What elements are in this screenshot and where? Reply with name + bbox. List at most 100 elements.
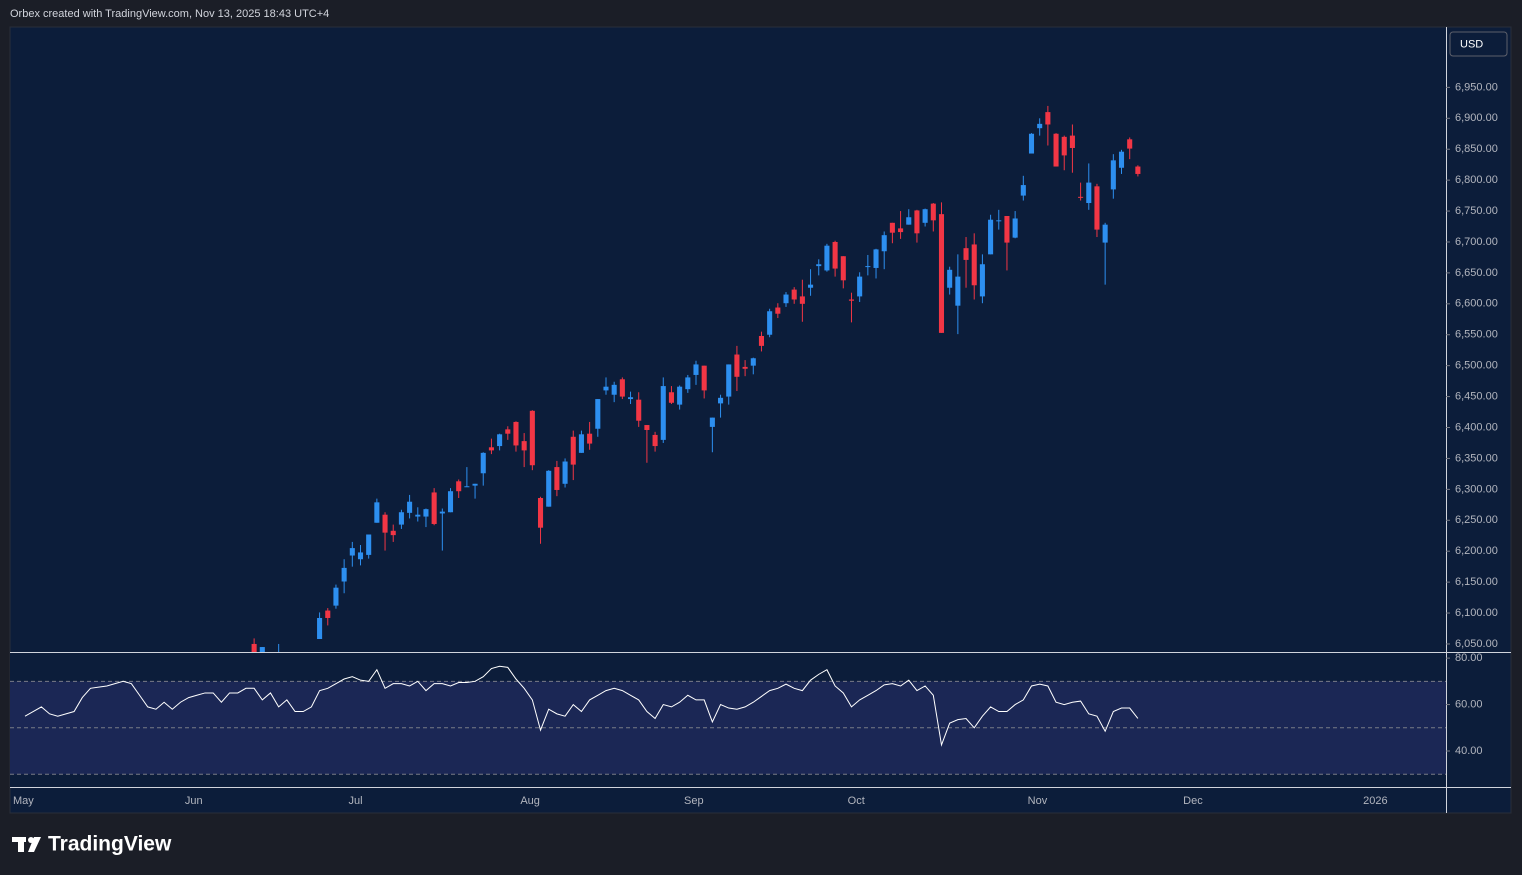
candle-body [325, 610, 331, 618]
x-tick-label: 2026 [1363, 795, 1387, 807]
candle-body [529, 410, 535, 466]
candle-body [603, 386, 609, 391]
candle-body [930, 203, 936, 221]
candle-body [840, 256, 846, 281]
y-tick-label: 6,100.00 [1455, 607, 1498, 619]
y-tick-label: 6,300.00 [1455, 483, 1498, 495]
currency-label: USD [1460, 38, 1483, 50]
candle-body [415, 514, 421, 517]
candle-body [456, 481, 462, 492]
candle-body [341, 567, 347, 582]
candle-body [1004, 216, 1010, 243]
candle-body [1061, 136, 1067, 156]
candle-body [587, 433, 593, 444]
x-tick-label: Oct [848, 795, 865, 807]
candle-body [693, 364, 699, 375]
candle-body [398, 512, 404, 525]
candle-body [660, 386, 666, 440]
candle-body [701, 365, 707, 391]
candle-body [357, 552, 364, 560]
header: Orbex created with TradingView.com, Nov … [10, 8, 329, 20]
candle-body [636, 399, 642, 421]
candle-body [816, 264, 822, 267]
candle-body [497, 434, 503, 447]
candle-body [734, 354, 740, 377]
candle-body [1037, 123, 1043, 129]
x-tick-label: Sep [684, 795, 704, 807]
axes: May Jun Jul Aug Sep Oct Nov Dec 2026 6,050.00 6,10… [13, 81, 1498, 807]
candle-body [1102, 224, 1108, 243]
candle-body [595, 399, 601, 429]
candle-body [889, 222, 895, 233]
candle-body [1110, 160, 1116, 190]
candle-body [488, 447, 494, 451]
y-tick-label: 6,200.00 [1455, 545, 1498, 557]
candle-body [251, 643, 257, 652]
candle-body [259, 647, 265, 652]
candle-body [611, 384, 617, 395]
candle-body [619, 379, 625, 397]
logo-text: TradingView [48, 833, 172, 856]
candle-body [750, 358, 756, 366]
candle-body [824, 245, 830, 271]
candle-body [873, 249, 879, 268]
rsi-line [24, 665, 1139, 747]
candle-body [333, 587, 339, 606]
y-tick-label: 6,900.00 [1455, 112, 1498, 124]
logo-icon [12, 837, 41, 852]
candle-body [390, 530, 396, 536]
x-tick-label: May [13, 795, 34, 807]
candle-body [848, 299, 855, 301]
candle-body [407, 501, 413, 513]
logo-part [18, 837, 24, 852]
candle-body [922, 209, 928, 223]
candle-body [718, 397, 724, 404]
candle-body [881, 235, 887, 252]
price-pane [251, 105, 1141, 652]
candle-body [988, 219, 994, 255]
x-tick-label: Nov [1028, 795, 1048, 807]
candle-body [865, 266, 871, 268]
y-tick-label: 6,150.00 [1455, 576, 1498, 588]
y-tick-label: 6,750.00 [1455, 205, 1498, 217]
candle-body [1094, 186, 1100, 230]
y-tick-label: 6,250.00 [1455, 514, 1498, 526]
candle-body [1012, 218, 1018, 238]
candle-body [971, 244, 977, 286]
candle-body [955, 276, 961, 306]
candle-body [963, 248, 969, 260]
candle-body [562, 461, 568, 484]
candle-body [1028, 133, 1035, 154]
candle-body [480, 452, 486, 474]
y-tick-label: 6,500.00 [1455, 360, 1498, 372]
candle-body [938, 214, 945, 333]
candle-body [423, 509, 429, 517]
x-tick-label: Aug [520, 795, 540, 807]
y-tick-label: 6,400.00 [1455, 421, 1498, 433]
candle-body [709, 417, 715, 427]
candle-body [1118, 151, 1125, 168]
candle-body [1045, 112, 1051, 125]
y-tick-label: 6,050.00 [1455, 638, 1498, 650]
candle-body [374, 502, 380, 523]
candle-body [685, 377, 691, 390]
candle-body [578, 434, 584, 453]
y-tick-label: 60.00 [1455, 698, 1483, 710]
candle-body [1135, 166, 1141, 174]
y-tick-label: 6,650.00 [1455, 267, 1498, 279]
currency-box[interactable] [1449, 31, 1508, 57]
y-tick-label: 40.00 [1455, 745, 1483, 757]
candle-body [1127, 139, 1133, 149]
candle-body [742, 366, 748, 369]
candle-body [554, 467, 560, 490]
candle-body [317, 617, 323, 640]
candle-body [726, 364, 732, 397]
candle-body [431, 492, 437, 524]
candle-body [382, 514, 388, 533]
y-tick-label: 6,800.00 [1455, 174, 1498, 186]
candle-body [366, 534, 372, 555]
candle-body [472, 483, 478, 486]
candle-body [627, 397, 634, 400]
